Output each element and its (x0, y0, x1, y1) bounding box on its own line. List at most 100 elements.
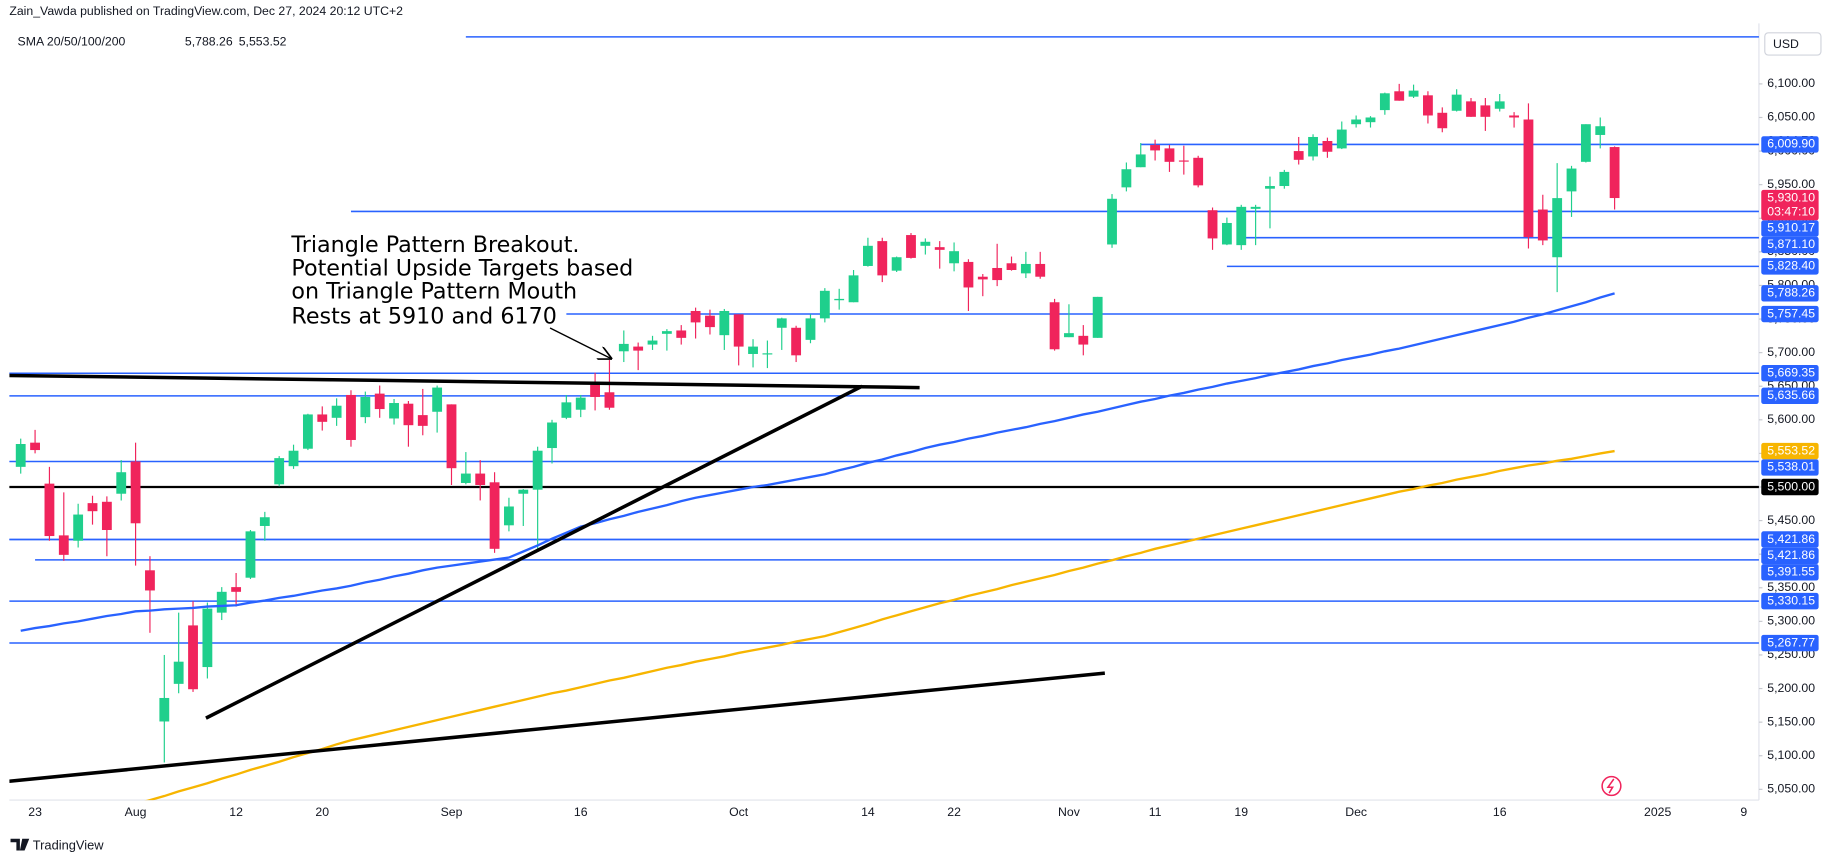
price-badge-label: 5,828.40 (1767, 259, 1815, 273)
brand-logo[interactable]: TradingView (10, 837, 105, 852)
indicator-value: 5,553.52 (239, 34, 287, 48)
x-tick-label: 19 (1234, 805, 1248, 819)
candle-body (906, 235, 916, 258)
x-tick-label: 12 (229, 805, 243, 819)
candle-body (748, 346, 758, 354)
candle-body (863, 245, 873, 266)
price-badge-label: 5,788.26 (1767, 286, 1815, 300)
price-badge-label: 5,391.55 (1767, 565, 1815, 579)
x-tick-label: 14 (861, 805, 875, 819)
candle-body (1006, 263, 1017, 270)
y-tick-label: 5,100.00 (1767, 748, 1815, 762)
alert-icon[interactable] (1601, 775, 1622, 797)
x-tick-label: 23 (28, 805, 42, 819)
candle-body (87, 503, 98, 512)
sma-line (20, 292, 1615, 632)
candle-body (934, 247, 945, 250)
x-tick-label: 16 (1493, 805, 1507, 819)
candle-body (188, 625, 198, 690)
candle-body (1537, 209, 1548, 241)
candle-body (575, 397, 586, 410)
x-tick-label: Aug (125, 805, 147, 819)
candle-body (590, 382, 601, 397)
candle-body (15, 444, 26, 467)
price-badge-label: 5,421.86 (1767, 548, 1815, 562)
candle-body (633, 346, 644, 351)
x-tick-label: Dec (1345, 805, 1367, 819)
price-badge-label: 5,757.45 (1767, 306, 1815, 320)
candle-body (518, 489, 529, 494)
y-tick-label: 5,450.00 (1767, 513, 1815, 527)
candle-body (1107, 198, 1117, 245)
y-tick-label: 5,700.00 (1767, 345, 1815, 359)
price-badge-label: 5,910.17 (1767, 221, 1815, 235)
candle-body (547, 422, 557, 449)
candle-body (58, 535, 69, 555)
levels (9, 36, 1759, 644)
brand: TradingView (33, 837, 104, 852)
annotation-arrow (549, 327, 611, 358)
publisher: Zain_Vawda published on TradingView.com,… (9, 4, 403, 18)
candle-body (1135, 154, 1146, 168)
candle-body (389, 403, 399, 419)
candle-body (145, 570, 155, 591)
candle-body (762, 353, 773, 355)
x-tick-label: 22 (947, 805, 961, 819)
candle-body (1552, 198, 1563, 258)
candle-body (1408, 90, 1419, 97)
candle-body (30, 442, 40, 451)
candle-body (805, 318, 816, 340)
candle-body (73, 514, 84, 541)
candle-body (1279, 171, 1290, 187)
candle-body (1509, 115, 1520, 118)
candle-body (819, 290, 830, 319)
price-badge-label: 5,871.10 (1767, 237, 1815, 251)
candle-body (977, 276, 988, 280)
candle-body (1466, 101, 1476, 117)
candle-body (274, 458, 285, 485)
candle-body (618, 343, 629, 352)
candle-body (604, 392, 615, 408)
candle-body (1150, 145, 1161, 151)
candle-body (1193, 157, 1204, 186)
trendlines (9, 373, 1106, 784)
y-tick-label: 5,600.00 (1767, 412, 1815, 426)
price-badge (1761, 387, 1819, 405)
candle-body (116, 472, 127, 494)
x-tick-label: 11 (1149, 805, 1162, 819)
sma-line (145, 449, 1615, 801)
candle-body (302, 414, 313, 449)
price-badge (1761, 220, 1819, 237)
price-badge (1761, 236, 1819, 254)
candle-body (1035, 263, 1046, 277)
candle-body (1595, 126, 1606, 135)
candle-body (245, 531, 256, 578)
candle-body (647, 340, 658, 345)
candle-body (719, 310, 730, 336)
price-badge-label: 5,330.15 (1767, 593, 1815, 607)
candle-body (1293, 151, 1304, 160)
candle-body (317, 414, 328, 422)
candle-body (1207, 210, 1218, 239)
currency-box[interactable] (1764, 32, 1822, 56)
candle-body (561, 402, 572, 418)
candle-body (1451, 94, 1462, 111)
candles (15, 83, 1620, 763)
indicator-value: 5,788.26 (185, 34, 233, 48)
candle-body (848, 275, 859, 303)
candle-body (949, 251, 959, 264)
candle-body (216, 591, 227, 613)
candle-body (1336, 129, 1347, 149)
candle-body (877, 241, 888, 276)
candle-body (202, 608, 213, 668)
price-badge-label: 5,538.01 (1767, 460, 1815, 474)
y-tick-label: 5,150.00 (1767, 714, 1815, 728)
x-tick-label: 20 (315, 805, 329, 819)
price-badge (1761, 531, 1819, 548)
time-axis: 23 Aug 12 20 Sep 16 Oct 14 22 Nov 11 19 Dec 16 2025 9 (28, 805, 1747, 819)
y-tick-label: 5,950.00 (1767, 177, 1815, 191)
price-badge-label: 5,500.00 (1767, 479, 1815, 493)
candle-body (690, 310, 701, 323)
candle-body (1609, 147, 1620, 199)
